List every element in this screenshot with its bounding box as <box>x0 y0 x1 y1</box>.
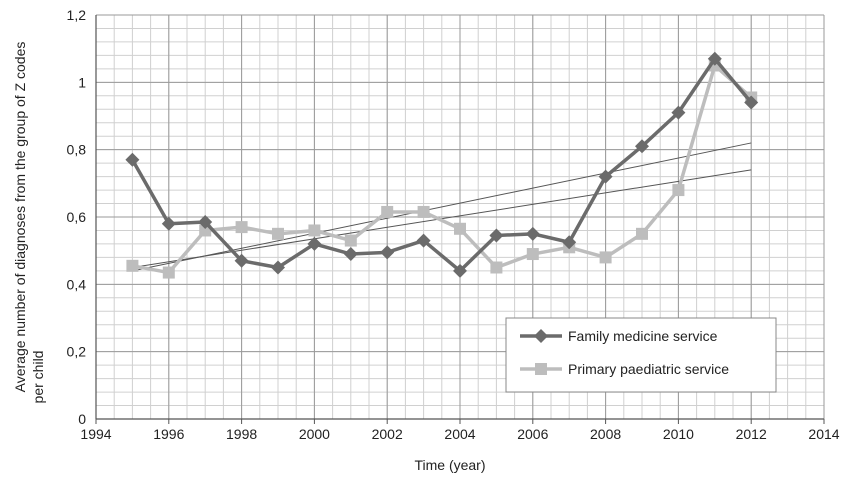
legend-swatch-marker <box>535 363 547 375</box>
series <box>125 51 759 279</box>
data-point <box>453 263 467 278</box>
series-family-medicine-service <box>125 51 759 278</box>
y-tick-label: 1,2 <box>67 7 87 23</box>
data-point <box>272 227 284 240</box>
axes <box>95 15 825 424</box>
x-tick-label: 2004 <box>444 426 475 442</box>
x-tick-label: 1994 <box>80 426 111 442</box>
data-point <box>416 233 431 248</box>
x-tick-label: 2008 <box>590 426 621 442</box>
y-tick-label: 0,2 <box>67 344 87 360</box>
data-point <box>126 259 139 272</box>
y-tick-label: 1 <box>78 74 86 90</box>
x-tick-label: 2012 <box>736 426 767 442</box>
data-point <box>271 260 285 275</box>
data-point <box>161 216 176 231</box>
data-point <box>598 169 613 184</box>
data-point <box>417 205 430 218</box>
x-tick-label: 2010 <box>663 426 694 442</box>
data-point <box>636 227 648 240</box>
data-point <box>125 152 140 167</box>
legend-item: Primary paediatric service <box>520 361 729 377</box>
data-point <box>308 224 321 237</box>
legend-box <box>505 317 777 393</box>
data-point <box>525 226 540 241</box>
legend-label: Primary paediatric service <box>568 361 729 377</box>
x-tick-label: 2014 <box>808 426 839 442</box>
x-tick-label: 1998 <box>226 426 257 442</box>
data-point <box>635 139 649 154</box>
data-point <box>307 236 322 251</box>
x-tick-label: 2002 <box>372 426 403 442</box>
legend: Family medicine service Primary paediatri… <box>505 317 777 393</box>
data-point <box>234 253 249 268</box>
y-axis-title-line: per child <box>30 351 46 404</box>
data-point <box>562 235 577 250</box>
data-point <box>454 222 466 235</box>
tick-labels: 1994 1996 1998 2000 2002 2004 2006 2008 2010 2012… <box>67 7 840 442</box>
data-point <box>671 105 686 120</box>
y-tick-label: 0 <box>78 411 86 427</box>
trendline <box>132 142 752 272</box>
data-point <box>707 51 722 66</box>
y-tick-label: 0,8 <box>67 142 87 158</box>
data-point <box>526 248 539 261</box>
data-point <box>381 205 394 218</box>
y-tick-label: 0,6 <box>67 209 87 225</box>
legend-item: Family medicine service <box>520 328 718 344</box>
x-tick-label: 2006 <box>517 426 548 442</box>
data-point <box>198 215 213 230</box>
data-point <box>672 184 685 197</box>
data-point <box>489 228 504 243</box>
x-axis-title: Time (year) <box>414 457 485 473</box>
legend-label: Family medicine service <box>568 328 718 344</box>
legend-swatch-marker <box>534 329 548 343</box>
series-line <box>132 63 753 275</box>
y-tick-label: 0,4 <box>67 276 87 292</box>
data-point <box>380 245 395 260</box>
x-tick-label: 1996 <box>153 426 184 442</box>
x-tick-label: 2000 <box>299 426 330 442</box>
y-axis-title-line: Average number of diagnoses from the gro… <box>12 42 28 393</box>
data-point <box>162 266 175 279</box>
data-point <box>599 251 612 264</box>
data-point <box>344 234 357 247</box>
series-line <box>130 57 753 273</box>
data-point <box>744 95 759 110</box>
y-axis-title: Average number of diagnoses from the gro… <box>12 42 46 404</box>
data-point <box>343 247 358 262</box>
data-point <box>490 261 503 274</box>
data-point <box>235 221 248 234</box>
